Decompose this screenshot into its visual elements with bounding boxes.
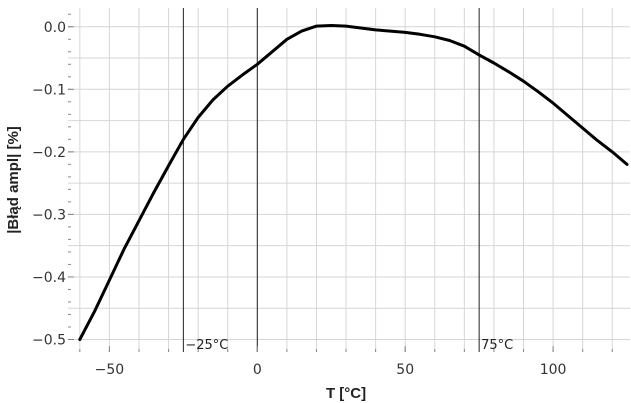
y-tick-label: 0.0: [44, 20, 66, 36]
y-tick-label: −0.5: [32, 332, 66, 348]
temperature-marker-label: −25°C: [185, 338, 228, 353]
temperature-markers: −25°C 75°C: [182, 8, 513, 353]
y-tick-label: −0.1: [32, 82, 66, 98]
y-tick-label: −0.3: [32, 207, 66, 223]
y-tick-label: −0.4: [32, 270, 66, 286]
x-axis-title: T [°C]: [326, 385, 366, 402]
temperature-marker-label: 75°C: [481, 338, 513, 353]
grid: [68, 8, 630, 352]
x-tick-label: 0: [253, 362, 262, 378]
x-tick-label: 100: [540, 362, 567, 378]
x-tick-label: 50: [396, 362, 414, 378]
series-line: [78, 24, 629, 341]
series: [78, 24, 629, 341]
y-tick-label: −0.2: [32, 145, 66, 161]
y-axis-title: |Błąd ampl| [%]: [5, 126, 22, 234]
x-tick-label: −50: [95, 362, 125, 378]
axis-ticks: −50 0 50 100 0.0 −0.1 −0.2 −0.3 −0.4 −0.5: [32, 13, 613, 378]
